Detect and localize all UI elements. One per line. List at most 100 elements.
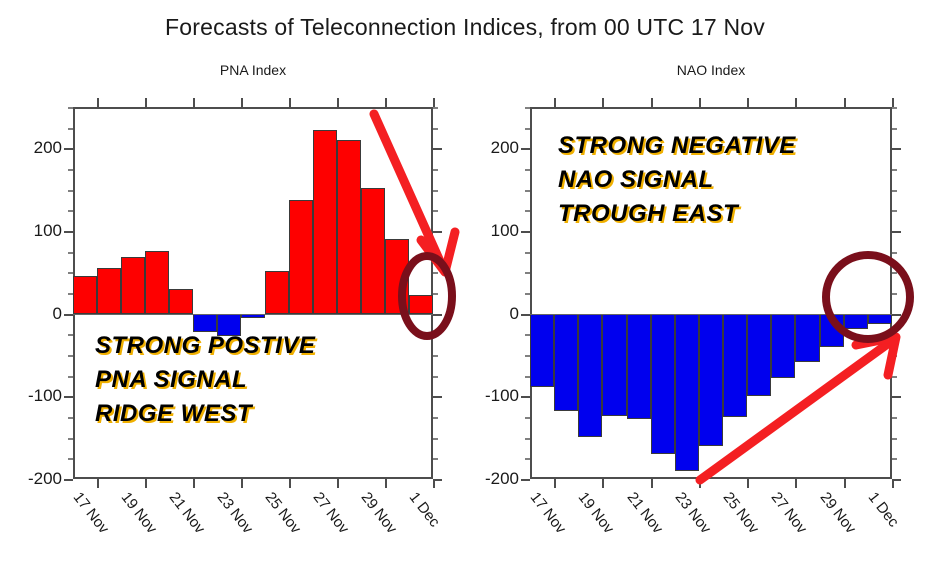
y-tick-minor — [68, 210, 73, 213]
y-tick-minor — [892, 251, 897, 254]
y-tick-major — [64, 479, 73, 481]
y-tick-minor — [68, 437, 73, 440]
y-tick-minor — [525, 417, 530, 419]
x-tick — [650, 479, 653, 488]
y-tick-minor — [68, 375, 73, 378]
pna-annotation-line-1: STRONG POSTIVE — [95, 332, 316, 359]
bar-20-nov — [602, 313, 627, 417]
y-tick-minor — [68, 355, 73, 357]
y-tick-minor — [433, 107, 438, 109]
x-tick — [602, 479, 605, 488]
x-tick-label: 17 Nov — [526, 489, 570, 537]
y-tick-minor — [892, 458, 897, 461]
x-tick — [892, 98, 894, 107]
pna-chart-panel: -200 -100 0 100 200 17 Nov 19 Nov 21 Nov 23 Nov 2… — [28, 98, 443, 537]
y-tick-minor — [525, 355, 530, 357]
y-tick-major — [892, 231, 901, 233]
y-tick-minor — [433, 189, 438, 192]
bar-27-nov — [771, 313, 796, 379]
y-tick-minor — [433, 458, 438, 461]
y-tick-minor — [433, 272, 438, 275]
y-tick-minor — [68, 334, 73, 337]
y-tick-minor — [433, 293, 438, 295]
y-tick-minor — [525, 293, 530, 295]
x-tick-label: 29 Nov — [357, 489, 401, 537]
bar-18-nov — [97, 268, 121, 314]
y-tick-minor — [525, 210, 530, 213]
y-tick-major — [64, 148, 73, 151]
y-tick-minor — [433, 355, 438, 357]
x-tick — [289, 98, 291, 107]
y-tick-major — [521, 479, 530, 481]
page-title: Forecasts of Teleconnection Indices, fro… — [165, 14, 765, 40]
bar-25-nov — [723, 313, 748, 417]
x-tick — [337, 479, 339, 488]
y-tick-minor — [892, 334, 897, 337]
x-tick — [433, 479, 435, 488]
pna-panel-title: PNA Index — [219, 62, 287, 78]
x-tick — [145, 479, 147, 488]
x-tick-label: 21 Nov — [165, 489, 209, 537]
y-tick-major — [521, 396, 530, 399]
y-tick-minor — [433, 251, 438, 254]
bar-19-nov — [578, 313, 603, 437]
bar-29-nov — [361, 188, 385, 314]
x-tick — [795, 98, 798, 107]
y-tick-label: -200 — [484, 469, 519, 488]
y-tick-minor — [525, 437, 530, 440]
x-tick-label: 29 Nov — [816, 489, 859, 537]
bar-17-nov — [530, 313, 555, 388]
x-tick — [554, 479, 557, 488]
x-tick — [433, 98, 435, 107]
x-tick — [289, 479, 291, 488]
y-tick-label: 0 — [509, 303, 519, 323]
y-tick-minor — [892, 375, 897, 378]
y-tick-minor — [892, 417, 897, 419]
nao-panel-title: NAO Index — [676, 62, 746, 78]
bar-20-nov — [145, 250, 169, 314]
y-tick-minor — [892, 189, 897, 192]
x-tick — [650, 98, 653, 107]
x-tick — [385, 479, 387, 488]
y-tick-label: 200 — [490, 138, 519, 158]
x-tick-label: 1 Dec — [405, 489, 444, 531]
bar-1-dec — [867, 313, 892, 324]
bar-29-nov — [819, 313, 844, 347]
y-tick-minor — [433, 210, 438, 213]
y-tick-label: -100 — [27, 386, 62, 406]
y-tick-minor — [525, 458, 530, 461]
y-tick-major — [433, 396, 442, 399]
y-tick-minor — [433, 169, 438, 171]
bar-22-nov — [650, 313, 675, 455]
y-tick-minor — [68, 458, 73, 461]
y-tick-minor — [433, 417, 438, 419]
y-tick-major — [64, 231, 73, 233]
y-tick-major — [64, 396, 73, 399]
y-tick-minor — [892, 272, 897, 275]
pna-annotation: STRONG POSTIVE PNA SIGNAL RIDGE WEST — [95, 329, 315, 431]
y-tick-minor — [892, 210, 897, 213]
y-tick-minor — [525, 272, 530, 275]
x-tick — [241, 479, 243, 488]
bar-1-dec — [409, 295, 433, 314]
x-tick — [747, 98, 750, 107]
x-tick-label: 17 Nov — [69, 489, 113, 537]
y-tick-major — [433, 313, 442, 316]
y-tick-minor — [525, 189, 530, 192]
bar-28-nov — [795, 313, 820, 362]
pna-annotation-line-3: RIDGE WEST — [95, 400, 253, 428]
nao-chart-panel: -200 -100 0 100 200 17 Nov 19 Nov 21 Nov 23 Nov 2… — [485, 98, 902, 537]
y-tick-minor — [68, 293, 73, 295]
x-tick-label: 23 Nov — [213, 489, 257, 537]
x-tick-label: 25 Nov — [719, 489, 763, 537]
x-tick — [698, 98, 701, 107]
bar-21-nov — [626, 313, 651, 420]
y-tick-minor — [525, 127, 530, 130]
y-tick-major — [892, 148, 901, 151]
nao-annotation-line-2: NAO SIGNAL — [558, 166, 714, 194]
bar-23-nov — [674, 313, 699, 471]
x-tick-label: 25 Nov — [261, 489, 305, 537]
y-tick-major — [64, 313, 73, 316]
y-tick-label: 100 — [33, 221, 62, 240]
bar-19-nov — [121, 257, 145, 314]
